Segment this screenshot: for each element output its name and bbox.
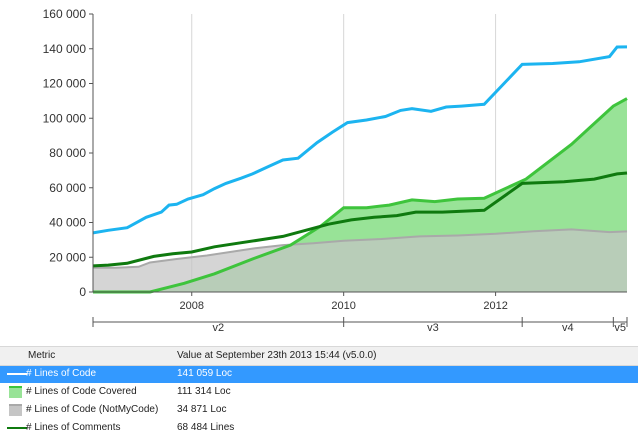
series-line-covered <box>93 97 628 294</box>
legend-header: Metric Value at September 23th 2013 15:4… <box>0 346 638 366</box>
y-tick-label: 100 000 <box>43 111 87 125</box>
y-tick-label: 80 000 <box>49 146 86 160</box>
version-label: v5 <box>614 322 626 334</box>
y-tick-label: 0 <box>79 285 86 299</box>
legend-row-comments[interactable]: # Lines of Comments 68 484 Lines <box>0 420 638 437</box>
y-tick-label: 20 000 <box>49 250 86 264</box>
legend-header-value: Value at September 23th 2013 15:44 (v5.0… <box>177 350 377 361</box>
legend-row-name: # Lines of Code Covered <box>26 386 137 397</box>
legend-row-value: 141 059 Loc <box>177 368 233 379</box>
line-swatch-icon <box>7 373 27 375</box>
area-chart: 0 20 000 40 000 60 000 80 000 100 000 120 000 1… <box>43 7 628 334</box>
legend-row-name: # Lines of Comments <box>26 422 121 433</box>
y-tick-label: 160 000 <box>43 7 87 21</box>
x-tick-label: 2012 <box>483 300 507 312</box>
legend-header-metric: Metric <box>28 350 56 361</box>
y-tick-label: 120 000 <box>43 77 87 91</box>
legend-row-value: 111 314 Loc <box>177 386 231 397</box>
area-swatch-icon <box>9 404 22 416</box>
series-line-lines-of-code <box>92 45 628 235</box>
y-tick-label: 60 000 <box>49 181 86 195</box>
series-line-comments <box>92 171 628 268</box>
series-line-notmycode <box>93 228 628 269</box>
legend-row-value: 68 484 Lines <box>177 422 235 433</box>
legend-row-lines-of-code[interactable]: # Lines of Code 141 059 Loc <box>0 366 638 383</box>
legend-row-name: # Lines of Code (NotMyCode) <box>26 404 159 415</box>
version-label: v4 <box>562 322 574 334</box>
area-swatch-icon <box>9 386 22 398</box>
legend-row-value: 34 871 Loc <box>177 404 227 415</box>
chart-area: 0 20 000 40 000 60 000 80 000 100 000 120 000 1… <box>43 7 628 334</box>
x-tick-label: 2008 <box>180 300 204 312</box>
x-tick-label: 2010 <box>331 300 355 312</box>
version-label: v3 <box>427 322 439 334</box>
legend-panel: Metric Value at September 23th 2013 15:4… <box>0 346 638 439</box>
y-tick-label: 140 000 <box>43 42 87 56</box>
legend-row-name: # Lines of Code <box>26 368 97 379</box>
series-area-notmycode <box>93 229 627 292</box>
legend-row-lines-covered[interactable]: # Lines of Code Covered 111 314 Loc <box>0 384 638 401</box>
version-label: v2 <box>213 322 225 334</box>
y-tick-label: 40 000 <box>49 216 86 230</box>
line-swatch-icon <box>7 427 27 429</box>
legend-row-notmycode[interactable]: # Lines of Code (NotMyCode) 34 871 Loc <box>0 402 638 419</box>
